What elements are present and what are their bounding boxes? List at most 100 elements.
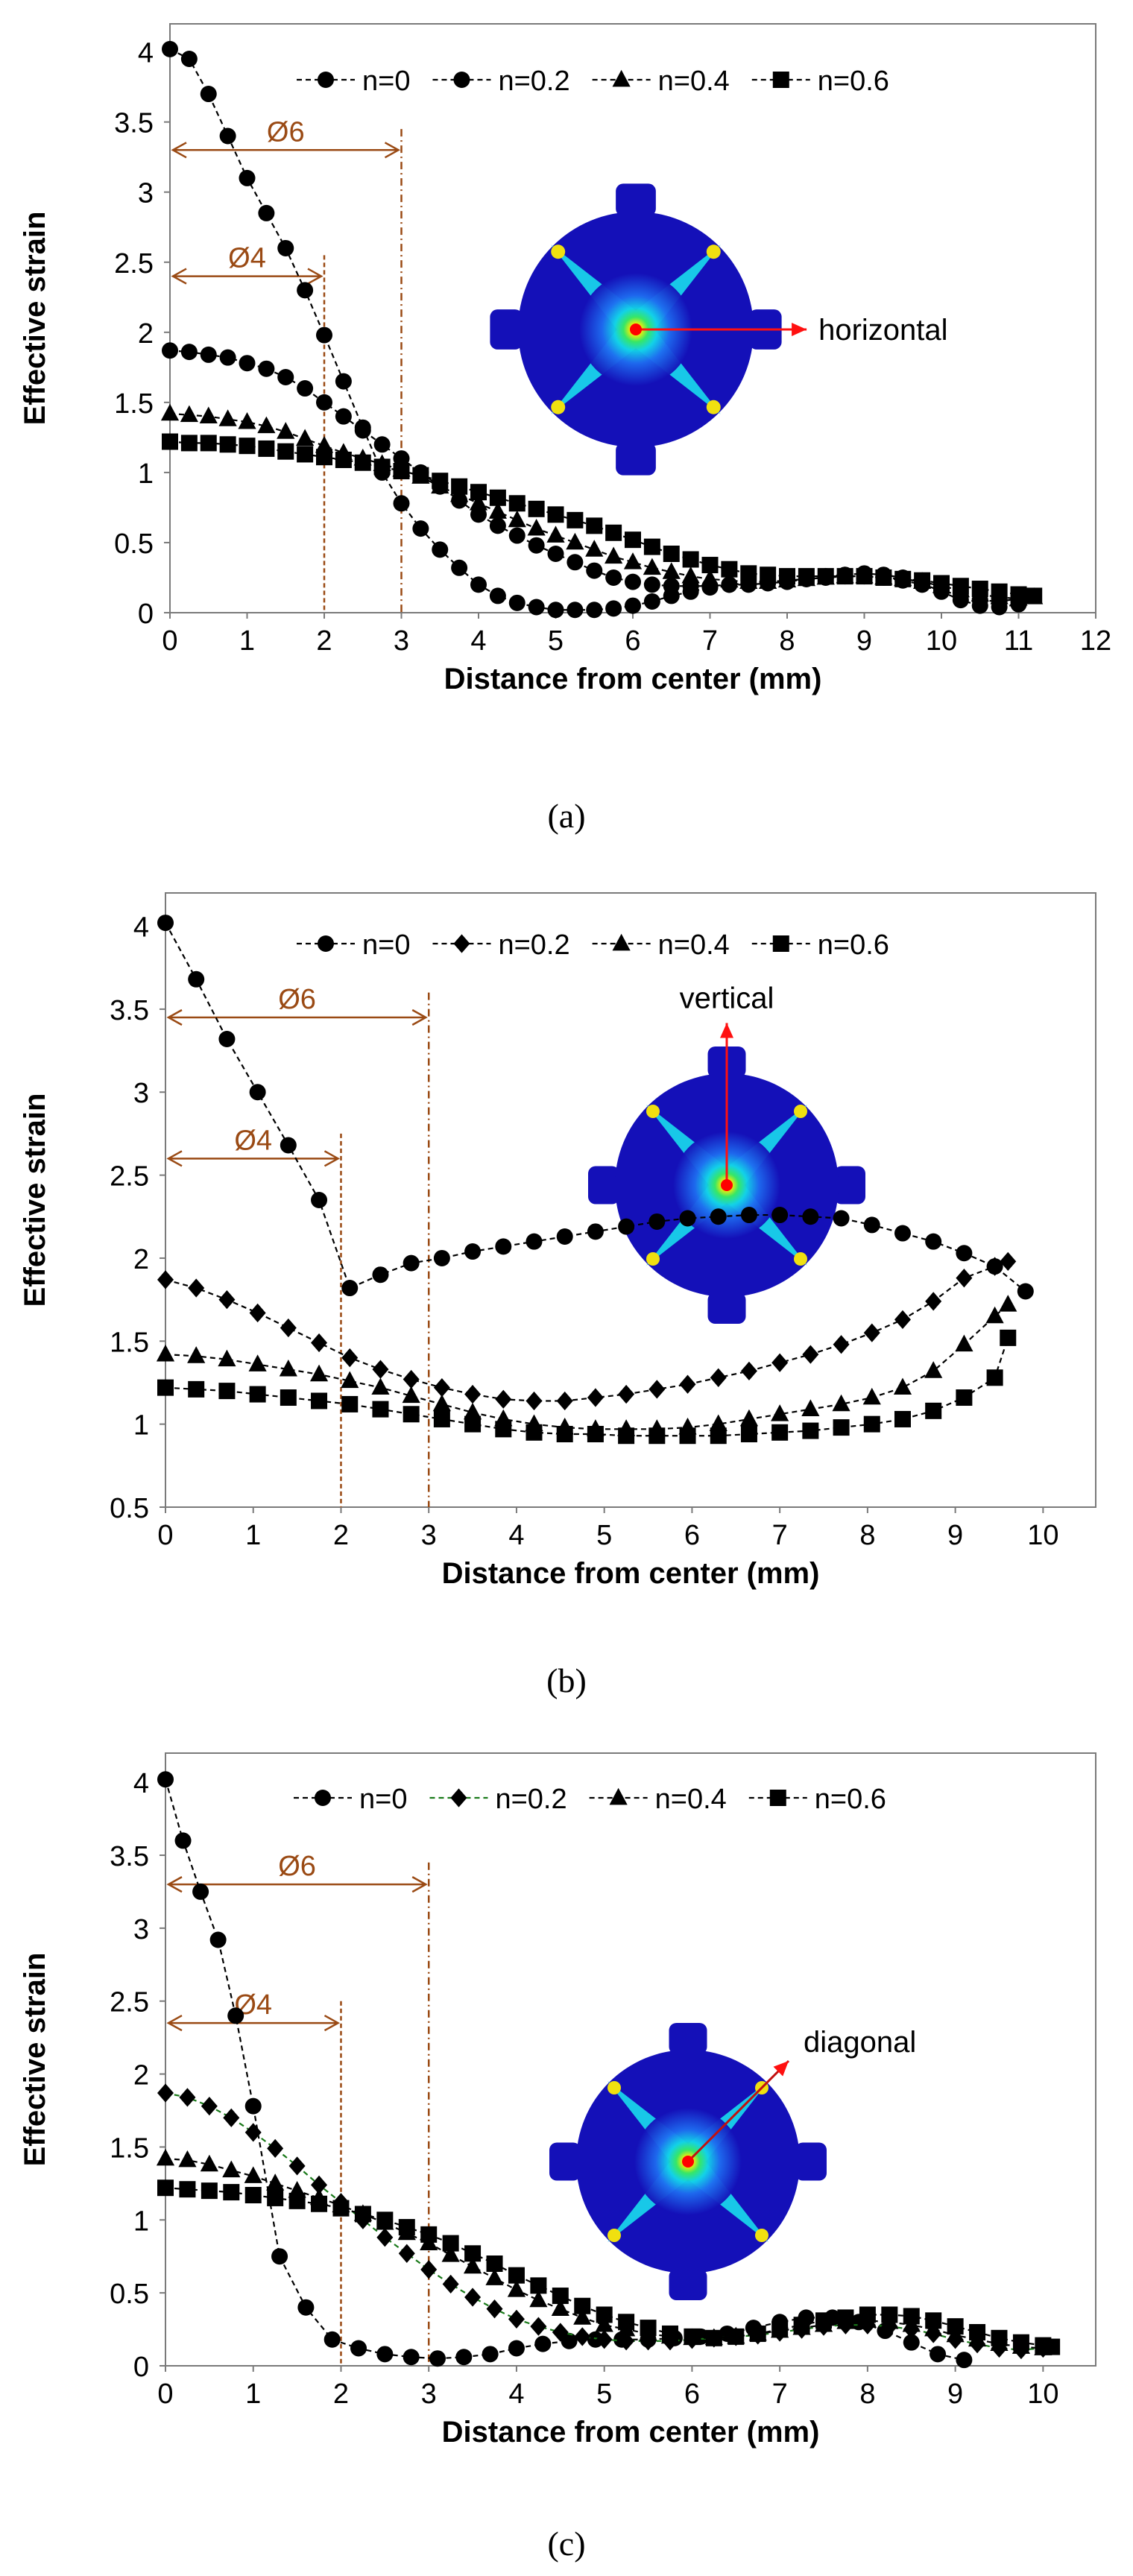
y-axis-label: Effective strain xyxy=(19,212,51,426)
x-tick-label: 0 xyxy=(162,625,177,657)
x-tick-label: 7 xyxy=(702,625,718,657)
data-point xyxy=(740,1426,757,1443)
legend-label: n=0 xyxy=(362,929,410,961)
data-point xyxy=(432,1394,451,1412)
data-point xyxy=(398,2219,415,2236)
data-point xyxy=(463,2256,482,2274)
data-point xyxy=(863,1216,880,1234)
legend-marker xyxy=(609,1787,628,1805)
series-n=0.6 xyxy=(162,433,1043,604)
data-point xyxy=(489,517,506,534)
data-point xyxy=(441,2245,460,2262)
specimen-contour-0 xyxy=(490,183,807,476)
data-point xyxy=(316,449,332,466)
data-point xyxy=(420,2226,438,2243)
data-point xyxy=(157,2083,174,2103)
data-point xyxy=(277,369,294,385)
series-line xyxy=(169,48,1019,611)
data-point xyxy=(507,2280,526,2297)
data-point xyxy=(372,1360,389,1379)
plot-area xyxy=(165,892,1096,1508)
y-tick-label: 1.5 xyxy=(110,1327,149,1358)
data-point xyxy=(403,1254,420,1272)
data-point xyxy=(470,506,487,523)
data-point xyxy=(528,537,545,554)
data-point xyxy=(999,1295,1017,1312)
data-point xyxy=(376,2212,394,2229)
data-point xyxy=(200,86,217,103)
data-point xyxy=(1012,2334,1029,2351)
data-point xyxy=(585,540,604,557)
data-point xyxy=(586,562,603,579)
data-point xyxy=(720,570,739,588)
x-tick-label: 2 xyxy=(333,2378,349,2410)
data-point xyxy=(526,1424,543,1441)
data-point xyxy=(862,1387,881,1405)
data-point xyxy=(371,1377,390,1395)
data-point xyxy=(488,502,507,519)
data-point xyxy=(341,1280,359,1297)
data-point xyxy=(433,1410,450,1427)
data-point xyxy=(179,2181,196,2198)
y-tick-label: 3 xyxy=(133,1914,149,1945)
specimen-contour-2 xyxy=(549,2023,827,2300)
data-point xyxy=(587,1223,604,1240)
data-point xyxy=(188,1380,205,1398)
legend-marker xyxy=(772,72,789,88)
data-point xyxy=(433,1378,450,1398)
data-point xyxy=(464,1384,482,1404)
data-point xyxy=(530,2317,547,2336)
y-tick-label: 2.5 xyxy=(114,248,154,280)
legend-marker xyxy=(772,935,789,952)
x-tick-label: 5 xyxy=(548,625,564,657)
y-tick-label: 0 xyxy=(138,599,154,630)
y-axis-label: Effective strain xyxy=(19,1093,51,1307)
y-tick-label: 3.5 xyxy=(110,995,149,1026)
data-point xyxy=(341,1395,359,1412)
y-tick-label: 0.5 xyxy=(114,528,154,560)
data-point xyxy=(486,2299,503,2319)
data-point xyxy=(288,2156,306,2176)
x-tick-label: 1 xyxy=(245,2378,261,2410)
data-point xyxy=(222,2160,241,2178)
chart-c: 0 0.5 1 1.5 2 2.5 3 3.5 4 0 1 2 3 4 5 6 7 8 9 10 Distance fr… xyxy=(19,1752,1096,2449)
data-point xyxy=(595,2315,613,2332)
data-point xyxy=(432,473,449,490)
data-point xyxy=(341,1371,359,1389)
data-point xyxy=(486,2255,503,2272)
y-tick-label: 2 xyxy=(138,318,154,350)
legend-marker xyxy=(318,935,334,952)
x-tick-label: 4 xyxy=(470,625,486,657)
x-tick-label: 8 xyxy=(859,2378,875,2410)
data-point xyxy=(930,2346,947,2363)
data-point xyxy=(187,1346,206,1363)
data-point xyxy=(566,602,584,619)
data-point xyxy=(470,484,487,501)
data-point xyxy=(249,1303,266,1323)
data-point xyxy=(482,2346,499,2363)
arrowhead-left-icon xyxy=(171,268,187,285)
x-tick-label: 4 xyxy=(508,2378,524,2410)
data-point xyxy=(802,1345,819,1364)
data-point xyxy=(455,2349,473,2366)
data-point xyxy=(244,2187,262,2204)
y-tick-label: 4 xyxy=(133,912,149,944)
data-point xyxy=(894,570,912,587)
data-point xyxy=(856,568,873,585)
data-point xyxy=(335,373,352,390)
data-point xyxy=(376,2228,394,2247)
x-tick-label: 12 xyxy=(1080,625,1111,657)
data-point xyxy=(947,2318,964,2335)
arrowhead-right-icon xyxy=(324,2014,341,2032)
data-point xyxy=(815,2312,833,2329)
data-point xyxy=(179,2088,196,2107)
data-point xyxy=(315,435,334,453)
data-point xyxy=(526,1391,543,1411)
series-n=0.6 xyxy=(157,2179,1061,2355)
data-point xyxy=(508,510,526,528)
legend-label: n=0.4 xyxy=(658,66,730,97)
data-point xyxy=(219,436,236,453)
data-point xyxy=(529,2290,548,2308)
data-point xyxy=(643,576,660,593)
data-point xyxy=(881,2306,898,2323)
